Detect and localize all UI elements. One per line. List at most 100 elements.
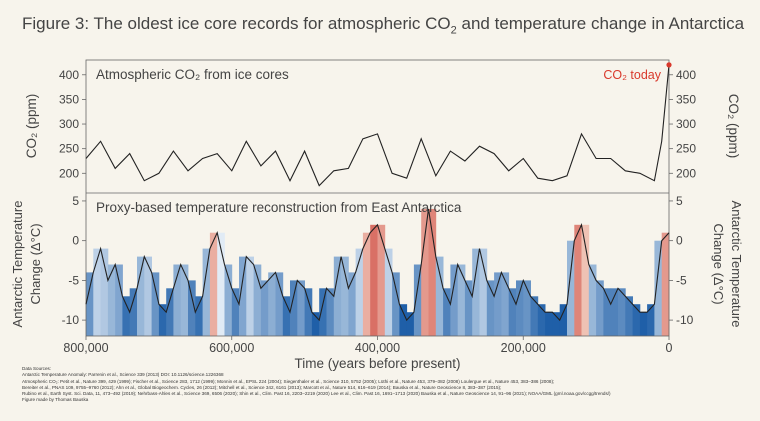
temp-tick-label-left: 5: [72, 194, 79, 208]
source-line: Antarctic Temperature Anomaly: Parrenin …: [22, 372, 224, 378]
temperature-bar: [486, 280, 495, 336]
temperature-bar: [144, 256, 152, 336]
co2-tick-label-left: 300: [59, 117, 79, 131]
co2-tick-label-right: 350: [676, 92, 696, 106]
temperature-bar: [574, 224, 582, 336]
co2-tick-label-left: 200: [59, 166, 79, 180]
x-axis-label: Time (years before present): [294, 356, 460, 371]
co2-tick-label-right: 400: [676, 68, 696, 82]
temperature-bar: [537, 304, 546, 336]
co2-tick-label-right: 300: [676, 117, 696, 131]
temperature-bar: [494, 272, 502, 336]
temperature-bar: [268, 272, 276, 336]
title-subscript: 2: [450, 24, 457, 37]
x-tick-label: 200,000: [501, 341, 546, 355]
temperature-bar: [625, 296, 633, 336]
temp-axis-label-left-line2: Change (Δ°C): [28, 223, 43, 304]
temperature-bar: [530, 296, 539, 336]
temperature-bar: [428, 208, 437, 336]
temperature-bar: [435, 256, 444, 336]
temp-tick-label-left: 0: [72, 234, 79, 248]
source-line: Rubino et al., Earth Syst. Sci. Data, 11…: [22, 391, 611, 397]
temp-tick-label-left: -10: [62, 313, 80, 327]
temperature-bar: [319, 288, 327, 336]
temperature-bar: [333, 256, 342, 336]
co2-today-annotation: CO₂ today: [603, 68, 661, 82]
temperature-bar: [231, 288, 240, 336]
temperature-bar: [297, 280, 305, 336]
temperature-bar: [603, 288, 612, 336]
temperature-bar: [545, 312, 553, 336]
temperature-bar: [588, 264, 597, 336]
temperature-bar: [399, 304, 408, 336]
co2-tick-label-left: 350: [59, 92, 79, 106]
temp-axis-label-right-line1: Antarctic Temperature: [729, 201, 744, 328]
temperature-bar: [253, 264, 262, 336]
temperature-bar: [450, 264, 459, 336]
temperature-bar: [100, 248, 109, 336]
temperature-bar: [275, 272, 284, 336]
temperature-bar: [479, 248, 488, 336]
temperature-bar: [158, 304, 167, 336]
temp-tick-label-right: -10: [676, 313, 694, 327]
temperature-bar: [567, 240, 575, 336]
temperature-bar: [581, 224, 590, 336]
x-tick-label: 600,000: [209, 341, 254, 355]
data-sources: Data Sources: Antarctic Temperature Anom…: [22, 366, 742, 404]
source-line: Figure made by Thomas Bauska: [22, 397, 89, 403]
temperature-bar: [552, 312, 561, 336]
temperature-bar: [362, 232, 371, 336]
temperature-bar: [472, 248, 480, 336]
co2-tick-label-right: 200: [676, 166, 696, 180]
temperature-bar: [93, 248, 101, 336]
temperature-bar: [348, 272, 357, 336]
temperature-bar: [654, 240, 663, 336]
temperature-bar: [326, 288, 335, 336]
temperature-bar: [122, 296, 131, 336]
temperature-bar: [523, 280, 531, 336]
temperature-bar: [341, 256, 349, 336]
temperature-bar: [166, 288, 174, 336]
temp-axis-label-right-line2: Change (Δ°C): [711, 223, 726, 304]
temperature-bar: [217, 232, 225, 336]
temperature-bar: [370, 224, 378, 336]
temperature-bar: [129, 288, 138, 336]
temperature-series-line: [85, 208, 670, 322]
temperature-bar: [464, 280, 473, 336]
title-tail: and temperature change in Antarctica: [456, 14, 745, 33]
temperature-bar: [137, 256, 145, 336]
temperature-bar: [443, 288, 451, 336]
temperature-bar: [355, 248, 364, 336]
co2-tick-label-right: 250: [676, 142, 696, 156]
temperature-bar: [107, 264, 116, 336]
source-line: Atmospheric CO₂: Petit et al., Nature 39…: [22, 378, 555, 384]
temp-tick-label-left: -5: [68, 273, 79, 287]
temperature-bar: [224, 264, 233, 336]
temperature-bar: [392, 272, 400, 336]
temp-tick-label-right: 5: [676, 194, 683, 208]
temperature-bar: [421, 208, 429, 336]
temperature-bar: [304, 288, 313, 336]
temperature-bar: [647, 304, 655, 336]
temperature-bar: [239, 256, 247, 336]
temperature-bar: [516, 280, 524, 336]
temperature-bar: [151, 272, 160, 336]
temperature-bar: [86, 272, 94, 336]
x-tick-label: 800,000: [63, 341, 108, 355]
co2-today-marker: [666, 62, 672, 68]
source-line: Bereiter et al., PNAS 109, 9755–9760 (20…: [22, 384, 502, 390]
temperature-bar: [202, 248, 211, 336]
temperature-bar: [377, 224, 386, 336]
co2-tick-label-left: 250: [59, 142, 79, 156]
temperature-bar: [209, 232, 218, 336]
co2-tick-label-left: 400: [59, 68, 79, 82]
temp-tick-label-right: 0: [676, 234, 683, 248]
temperature-panel-label: Proxy-based temperature reconstruction f…: [96, 200, 462, 215]
temp-tick-label-right: -5: [676, 273, 687, 287]
temperature-bar: [311, 312, 320, 336]
temp-axis-label-left-line1: Antarctic Temperature: [10, 201, 25, 328]
temperature-bar: [661, 232, 670, 336]
temperature-bar: [610, 288, 619, 336]
